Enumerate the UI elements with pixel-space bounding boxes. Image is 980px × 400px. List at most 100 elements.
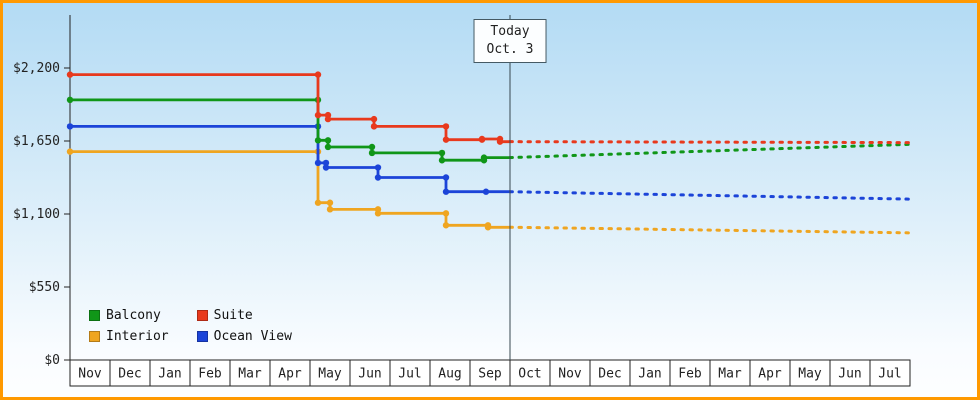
- month-label: Jul: [398, 367, 421, 382]
- data-point: [374, 210, 382, 217]
- month-label: Jun: [838, 367, 861, 382]
- data-point: [484, 224, 492, 231]
- series-ocean-view: [66, 123, 912, 201]
- month-cell: [269, 359, 311, 387]
- data-point: [442, 123, 450, 130]
- month-label: Jan: [638, 367, 661, 382]
- data-point: [482, 188, 490, 195]
- data-point: [314, 159, 322, 167]
- month-label: Oct: [518, 367, 541, 382]
- month-cell: [589, 359, 631, 387]
- legend-item-balcony: Balcony: [89, 308, 169, 323]
- legend-label: Balcony: [106, 308, 161, 323]
- ocean-view-swatch-icon: [196, 331, 208, 342]
- data-point: [442, 222, 450, 229]
- suite-swatch-icon: [196, 310, 208, 321]
- month-label: Apr: [278, 367, 302, 382]
- series-interior: [66, 148, 912, 235]
- month-label: Feb: [678, 367, 702, 382]
- month-cell: [189, 359, 231, 387]
- legend-label: Interior: [106, 329, 169, 344]
- data-point: [496, 138, 504, 145]
- y-tick-label: $1,100: [13, 207, 60, 222]
- month-cell: [749, 359, 791, 387]
- interior-swatch-icon: [89, 331, 100, 342]
- x-axis-months: Nov Dec Jan Feb Mar Apr May Jun Jul Aug Sep Oct Nov D…: [69, 359, 911, 387]
- data-point: [442, 174, 450, 181]
- data-point: [438, 149, 446, 157]
- month-cell: [829, 359, 871, 387]
- month-cell: [469, 359, 511, 387]
- data-point: [478, 135, 486, 143]
- month-cell: [69, 359, 111, 387]
- y-tick-label: $2,200: [13, 61, 60, 76]
- month-cell: [429, 359, 471, 387]
- series-suite: [66, 71, 912, 145]
- data-point: [322, 159, 330, 167]
- legend-label: Ocean View: [213, 329, 292, 344]
- data-point: [480, 154, 488, 161]
- month-label: May: [798, 367, 822, 382]
- month-label: Sep: [478, 367, 502, 382]
- balcony-swatch-icon: [89, 310, 100, 321]
- data-point: [314, 199, 322, 206]
- data-point: [322, 164, 330, 171]
- month-label: Nov: [78, 367, 102, 382]
- today-annotation-box: Today Oct. 3: [473, 19, 547, 64]
- data-point: [370, 123, 378, 130]
- legend-item-ocean-view: Ocean View: [196, 329, 292, 344]
- month-cell: [149, 359, 191, 387]
- today-label: Today: [490, 24, 530, 39]
- data-point: [66, 96, 74, 104]
- data-point: [442, 136, 450, 143]
- data-point: [442, 188, 450, 195]
- data-point: [314, 137, 322, 144]
- month-cell: [549, 359, 591, 387]
- legend-item-suite: Suite: [196, 308, 292, 323]
- y-tick-label: $550: [29, 280, 60, 295]
- legend: Balcony Suite Interior Ocean View: [89, 308, 292, 344]
- month-label: Feb: [198, 367, 222, 382]
- today-date: Oct. 3: [486, 42, 534, 58]
- month-cell: [709, 359, 751, 387]
- month-label: Dec: [598, 367, 621, 382]
- month-cell: [349, 359, 391, 387]
- legend-item-interior: Interior: [89, 329, 169, 344]
- month-label: May: [318, 367, 342, 382]
- data-point: [314, 111, 322, 119]
- data-point: [442, 210, 450, 217]
- data-point: [368, 149, 376, 157]
- data-point: [368, 143, 376, 151]
- data-point: [66, 71, 74, 78]
- series-balcony: [66, 96, 912, 164]
- month-cell: [869, 359, 911, 387]
- month-label: Jan: [158, 367, 181, 382]
- data-point: [66, 123, 74, 130]
- chart-canvas: $0 $550 $1,100 $1,650 $2,200 Nov Dec Jan Feb Mar A…: [13, 15, 912, 387]
- month-cell: [389, 359, 431, 387]
- month-label: Jul: [878, 367, 901, 382]
- data-point: [326, 199, 334, 206]
- month-label: Mar: [238, 367, 262, 382]
- y-tick-label: $0: [44, 353, 60, 368]
- data-point: [370, 115, 378, 123]
- data-point: [324, 137, 332, 144]
- data-point: [324, 143, 332, 151]
- data-point: [314, 71, 322, 78]
- month-label: Jun: [358, 367, 381, 382]
- month-label: Nov: [558, 367, 582, 382]
- month-cell: [509, 359, 551, 387]
- data-point: [374, 164, 382, 171]
- legend-label: Suite: [213, 308, 253, 323]
- month-label: Aug: [438, 367, 461, 382]
- data-point: [374, 174, 382, 181]
- y-tick-label: $1,650: [13, 134, 60, 149]
- month-label: Apr: [758, 367, 782, 382]
- month-label: Dec: [118, 367, 141, 382]
- data-point: [324, 115, 332, 123]
- data-point: [326, 206, 334, 213]
- month-label: Mar: [718, 367, 742, 382]
- data-point: [66, 148, 74, 155]
- data-point: [438, 157, 446, 164]
